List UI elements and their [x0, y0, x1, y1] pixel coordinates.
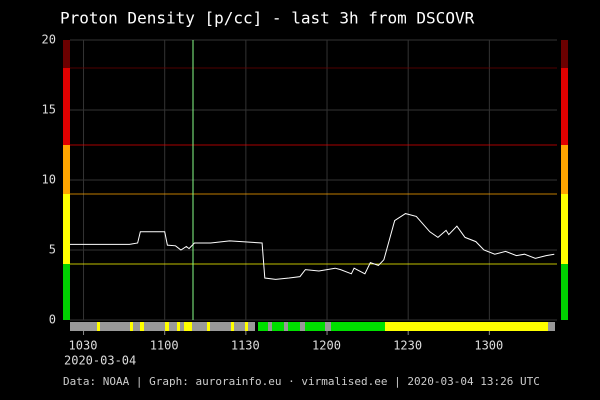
status-segment — [268, 322, 272, 331]
chart-title: Proton Density [p/cc] - last 3h from DSC… — [60, 9, 475, 28]
status-segment — [130, 322, 133, 331]
status-segment — [300, 322, 305, 331]
x-tick-label: 1230 — [393, 339, 422, 353]
status-segment — [548, 322, 555, 331]
y-tick-label: 15 — [42, 103, 56, 117]
level-band — [561, 68, 568, 145]
status-segment — [385, 322, 548, 331]
status-segment — [165, 322, 169, 331]
status-bar — [70, 322, 555, 331]
status-segment — [284, 322, 288, 331]
level-band — [63, 194, 70, 264]
y-tick-label: 20 — [42, 33, 56, 47]
status-segment — [207, 322, 210, 331]
status-segment — [70, 322, 255, 331]
x-tick-label: 1200 — [312, 339, 341, 353]
status-segment — [258, 322, 385, 331]
status-segment — [245, 322, 248, 331]
level-band — [63, 145, 70, 194]
level-band — [561, 40, 568, 68]
level-band — [561, 145, 568, 194]
date-label: 2020-03-04 — [64, 354, 136, 368]
y-tick-label: 0 — [49, 313, 56, 327]
x-tick-label: 1300 — [474, 339, 503, 353]
y-tick-label: 10 — [42, 173, 56, 187]
status-segment — [97, 322, 100, 331]
level-band — [561, 194, 568, 264]
status-segment — [177, 322, 180, 331]
footer: Data: NOAA | Graph: aurorainfo.eu · virm… — [63, 375, 540, 388]
x-tick-label: 1100 — [150, 339, 179, 353]
status-segment — [184, 322, 192, 331]
status-segment — [231, 322, 234, 331]
level-band — [63, 40, 70, 68]
x-tick-label: 1030 — [69, 339, 98, 353]
status-segment — [325, 322, 331, 331]
level-band — [63, 68, 70, 145]
status-segment — [140, 322, 144, 331]
data-line — [70, 213, 555, 280]
level-band — [561, 264, 568, 320]
level-band — [63, 264, 70, 320]
x-tick-label: 1130 — [231, 339, 260, 353]
y-tick-label: 5 — [49, 243, 56, 257]
